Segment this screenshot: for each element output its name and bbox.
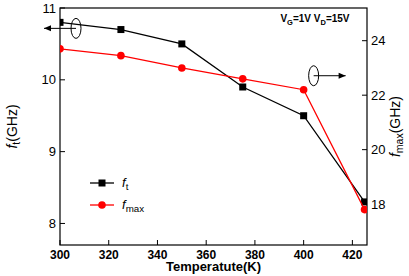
x-tick [206, 240, 207, 245]
y2-tick-label: 22 [371, 88, 385, 103]
x-tick [352, 240, 353, 245]
y-tick-label: 9 [49, 144, 56, 159]
data-point [239, 75, 247, 83]
y-tick-label: 8 [49, 216, 56, 231]
chart: 30032034036038040042089101118202224Tempe… [0, 0, 409, 276]
series-group [60, 19, 367, 214]
y-tick [60, 8, 65, 9]
y2-tick [362, 149, 367, 150]
y-tick-label: 10 [42, 72, 56, 87]
text-part: =15V [326, 13, 350, 24]
data-point [361, 206, 367, 214]
data-point [117, 26, 124, 33]
legend-label: fmax [122, 197, 144, 214]
data-point [117, 52, 125, 60]
y2-tick-label: 24 [371, 33, 385, 48]
data-point [60, 45, 64, 53]
x-tick [303, 240, 304, 245]
text-sub: t [126, 181, 129, 192]
text-sub: max [393, 133, 405, 154]
data-point [60, 19, 64, 26]
x-tick [108, 240, 109, 245]
axis-arrow-head [44, 25, 51, 31]
data-point [178, 64, 186, 72]
text-part: (GHz) [387, 96, 403, 133]
data-point [239, 84, 246, 91]
y-tick [60, 223, 65, 224]
y2-tick [362, 40, 367, 41]
legend-marker [99, 180, 106, 187]
x-tick [60, 240, 61, 245]
y2-tick-label: 18 [371, 197, 385, 212]
y2-axis-label: fmax(GHz) [387, 96, 405, 157]
legend-marker [98, 201, 106, 209]
y-tick-label: 11 [43, 1, 57, 16]
y2-tick-label: 20 [371, 142, 385, 157]
x-tick-label: 400 [294, 248, 314, 262]
x-tick-label: 300 [50, 248, 70, 262]
x-tick [254, 240, 255, 245]
x-tick-label: 320 [99, 248, 119, 262]
series-line [60, 49, 365, 210]
plot-frame [60, 8, 367, 245]
x-tick [157, 240, 158, 245]
series-line [60, 22, 365, 202]
data-point [300, 112, 307, 119]
legend-label: ft [122, 175, 129, 192]
y2-tick [362, 95, 367, 96]
annotation: VG=1V VD=15V [280, 13, 349, 27]
data-point [300, 86, 308, 94]
text-part: (GHz) [4, 104, 20, 141]
x-tick-label: 340 [147, 248, 167, 262]
axis-arrow-head [339, 73, 346, 79]
text-sub: max [126, 203, 145, 214]
y-tick [60, 151, 65, 152]
data-point [178, 40, 185, 47]
x-tick-label: 420 [342, 248, 362, 262]
x-axis-label: Temperatute(K) [166, 259, 261, 274]
text-part: =1V [293, 13, 314, 24]
y-tick [60, 79, 65, 80]
y-axis-label: ft(GHz) [4, 104, 22, 148]
